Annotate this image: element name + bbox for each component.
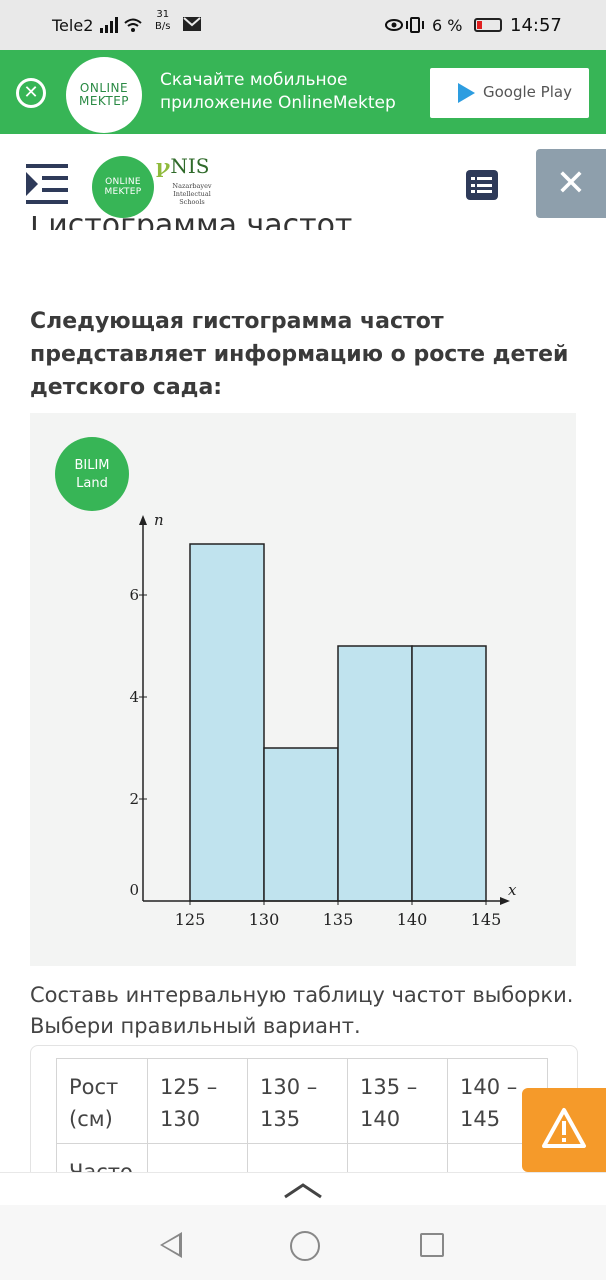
y-tick-label: 2: [129, 790, 139, 808]
banner-line1: Скачайте мобильное: [160, 70, 348, 90]
logo-line1: ONLINE: [79, 81, 129, 95]
data-rate: 31 B/s: [155, 9, 171, 32]
table-cell: 130 – 135: [247, 1058, 348, 1144]
y-tick-label: 0: [129, 881, 139, 899]
x-tick-label: 135: [323, 910, 354, 929]
x-tick-label: 130: [249, 910, 280, 929]
table-cell: 135 – 140: [347, 1058, 448, 1144]
table-cell: 140 – 145: [447, 1058, 548, 1144]
warning-icon: [542, 1108, 586, 1148]
report-problem-button[interactable]: [522, 1088, 606, 1172]
back-icon[interactable]: [160, 1232, 182, 1258]
logo-line1: ONLINE: [105, 177, 141, 187]
histogram-bar: [263, 747, 339, 902]
frequency-table: Рост (см) 125 – 130 130 – 135 135 – 140 …: [56, 1058, 548, 1197]
bilimland-logo: BILIM Land: [55, 437, 129, 511]
x-axis-label: x: [508, 881, 517, 899]
onlinemektep-logo-small[interactable]: ONLINE MEKTEP: [92, 156, 154, 218]
instruction-text: Составь интервальную таблицу частот выбо…: [30, 983, 574, 1038]
status-bar: Tele2 31 B/s 6 % 14:57: [0, 0, 606, 50]
home-icon[interactable]: [290, 1231, 320, 1261]
google-play-icon: [458, 83, 475, 103]
nis-mark: ꝩNIS: [156, 154, 210, 178]
histogram-bar: [411, 645, 487, 902]
clock: 14:57: [510, 15, 562, 36]
google-play-label: Google Play: [483, 83, 572, 101]
question-text: Следующая гистограмма частот представляе…: [30, 309, 569, 400]
y-axis-label: n: [154, 511, 164, 529]
contents-list-icon[interactable]: [466, 170, 498, 200]
google-play-button[interactable]: Google Play: [430, 68, 589, 118]
y-tick-label: 6: [129, 586, 139, 604]
site-header: ONLINE MEKTEP ꝩNIS Nazarbayev Intellectu…: [0, 134, 606, 230]
table-row: Рост (см) 125 – 130 130 – 135 135 – 140 …: [56, 1058, 548, 1144]
banner-message: Скачайте мобильное приложение OnlineMekt…: [160, 69, 396, 115]
recent-apps-icon[interactable]: [420, 1233, 444, 1257]
histogram-figure: BILIM Land x n 125 130 135 140 145 0 2 4 6: [30, 413, 576, 966]
nis-logo: ꝩNIS Nazarbayev Intellectual Schools: [156, 154, 216, 216]
battery-percent: 6 %: [432, 16, 463, 35]
histogram-bar: [337, 645, 413, 902]
carrier-name: Tele2: [52, 16, 94, 35]
onlinemektep-logo: ONLINE MEKTEP: [66, 57, 142, 133]
table-cell: 125 – 130: [147, 1058, 248, 1144]
bilim-line2: Land: [76, 476, 108, 491]
histogram-chart: x n 125 130 135 140 145 0 2 4 6: [129, 511, 517, 929]
nis-subtitle: Nazarbayev Intellectual Schools: [172, 182, 212, 206]
y-axis-arrow: [139, 515, 147, 525]
battery-icon: [474, 18, 502, 32]
eye-vibrate-icons: [385, 16, 431, 38]
mail-icon: [183, 16, 201, 35]
x-tick-label: 145: [471, 910, 502, 929]
banner-close-icon[interactable]: ✕: [16, 78, 46, 108]
logo-line2: MEKTEP: [78, 94, 130, 108]
banner-line2: приложение OnlineMektep: [160, 93, 396, 113]
bilim-line1: BILIM: [74, 458, 110, 473]
android-nav-bar: [0, 1205, 606, 1280]
app-download-banner: ✕ ONLINE MEKTEP Скачайте мобильное прило…: [0, 50, 606, 134]
x-tick-label: 140: [397, 910, 428, 929]
histogram-bar: [189, 543, 265, 902]
y-tick-label: 4: [129, 688, 139, 706]
menu-toggle-icon[interactable]: [26, 164, 68, 204]
logo-line2: MEKTEP: [104, 187, 142, 197]
section-heading: Гистограмма частот: [30, 216, 352, 230]
close-lesson-button[interactable]: ✕: [536, 149, 606, 218]
signal-icon: [100, 14, 150, 38]
x-axis-arrow: [500, 897, 510, 905]
table-header-cell: Рост (см): [56, 1058, 148, 1144]
chevron-up-icon[interactable]: [283, 1181, 323, 1199]
x-tick-label: 125: [175, 910, 206, 929]
